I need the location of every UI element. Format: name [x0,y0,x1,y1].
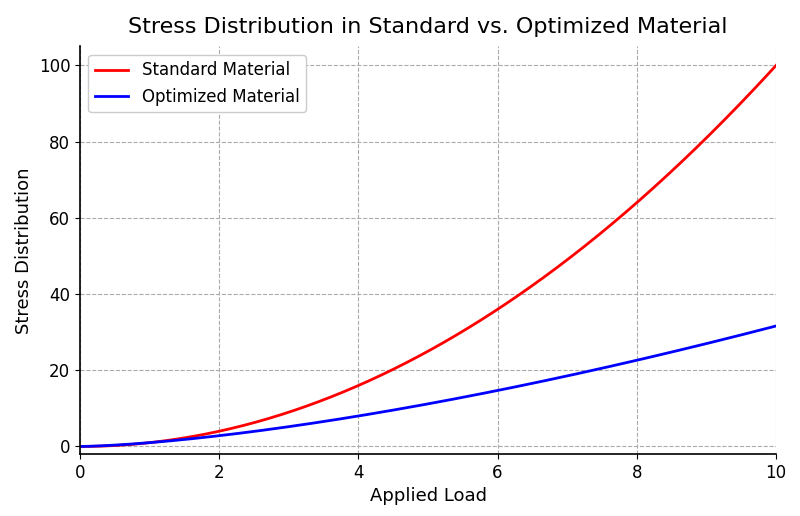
Standard Material [406,358,415,364]
Standard Material [75,443,85,449]
Line: Standard Material: Standard Material [80,66,776,446]
Standard Material [646,187,655,194]
Legend: Standard Material, Optimized Material: Standard Material, Optimized Material [88,55,306,112]
Standard Material [452,332,462,338]
Optimized Material [75,443,85,449]
Y-axis label: Stress Distribution: Stress Distribution [15,167,33,333]
Optimized Material [646,354,655,360]
Standard Material [490,309,499,315]
Optimized Material [490,388,499,394]
Standard Material [410,355,419,361]
X-axis label: Applied Load: Applied Load [370,487,486,505]
Standard Material [771,62,781,69]
Optimized Material [754,327,764,333]
Line: Optimized Material: Optimized Material [80,326,776,446]
Optimized Material [452,395,462,401]
Standard Material [754,80,764,87]
Optimized Material [771,323,781,329]
Optimized Material [406,404,415,410]
Optimized Material [410,403,419,409]
Title: Stress Distribution in Standard vs. Optimized Material: Stress Distribution in Standard vs. Opti… [128,17,728,37]
